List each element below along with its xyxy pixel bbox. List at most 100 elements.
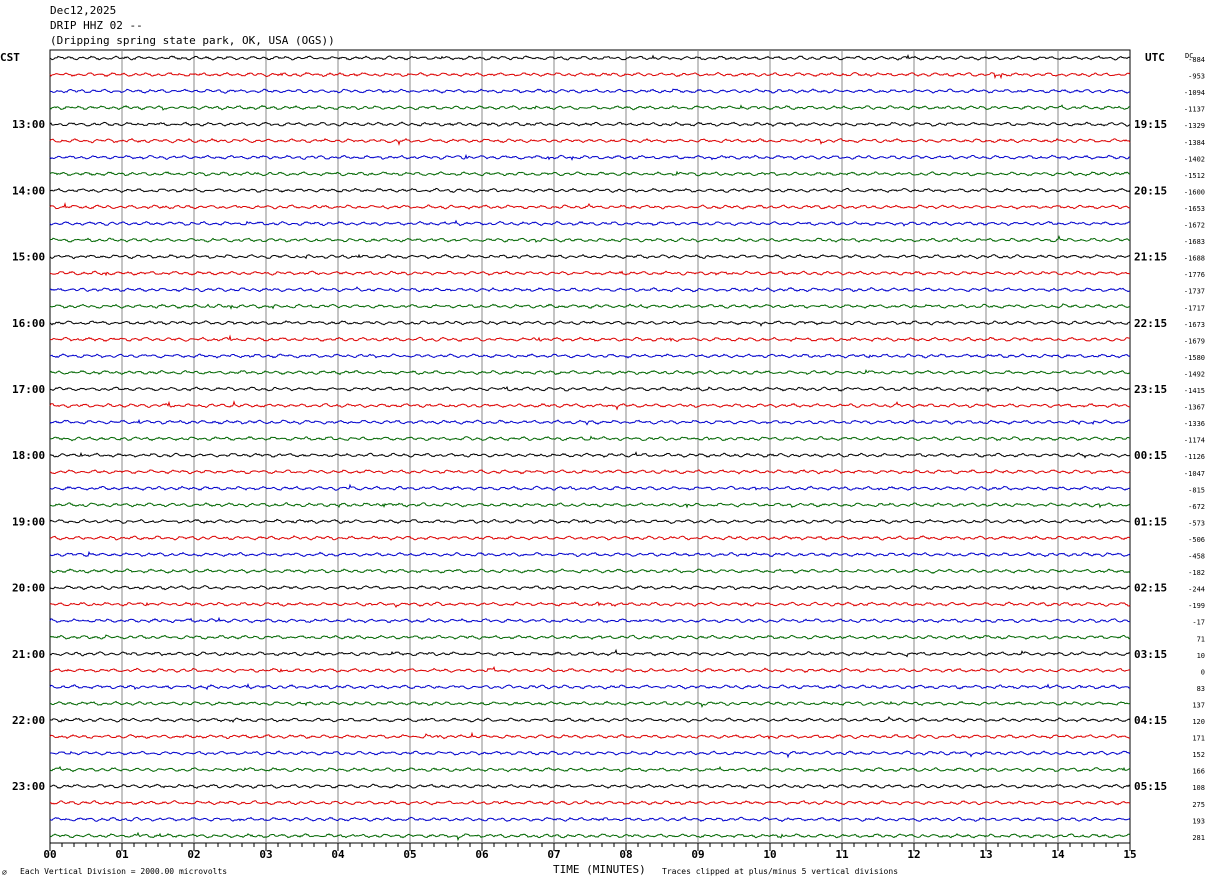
- seismic-trace: [49, 71, 1131, 80]
- seismic-trace: [49, 334, 1130, 342]
- dc-label: DC: [1185, 52, 1193, 60]
- dc-offset-label: -1047: [1184, 470, 1205, 478]
- seismic-trace: [49, 104, 1130, 111]
- x-tick-label: 05: [403, 848, 416, 861]
- dc-offset-label: 281: [1192, 834, 1205, 842]
- seismic-trace: [49, 502, 1131, 509]
- left-hour-label: 18:00: [12, 449, 45, 462]
- right-hour-label: 01:15: [1134, 515, 1167, 528]
- dc-offset-label: 275: [1192, 801, 1205, 809]
- seismic-trace: [49, 716, 1131, 723]
- dc-offset-label: 166: [1192, 768, 1205, 776]
- dc-offset-label: -1688: [1184, 255, 1205, 263]
- dc-offset-label: -1402: [1184, 155, 1205, 163]
- dc-offset-label: 152: [1192, 751, 1205, 759]
- x-tick-label: 11: [835, 848, 849, 861]
- dc-offset-label: 10: [1197, 652, 1205, 660]
- right-hour-label: 22:15: [1134, 317, 1167, 330]
- dc-offset-label: -1367: [1184, 404, 1205, 412]
- dc-offset-label: 171: [1192, 735, 1205, 743]
- seismic-trace: [49, 634, 1131, 640]
- dc-offset-label: 0: [1201, 668, 1205, 676]
- seismic-trace: [49, 568, 1131, 574]
- dc-offset-label: -1492: [1184, 370, 1205, 378]
- dc-offset-label: -244: [1188, 586, 1205, 594]
- dc-offset-label: -1600: [1184, 188, 1205, 196]
- right-hour-label: 03:15: [1134, 648, 1167, 661]
- seismic-trace: [49, 53, 1131, 61]
- dc-offset-label: -1580: [1184, 354, 1205, 362]
- dc-offset-label: -506: [1188, 536, 1205, 544]
- x-tick-label: 00: [43, 848, 56, 861]
- x-tick-label: 07: [547, 848, 560, 861]
- seismic-trace: [49, 765, 1131, 773]
- seismic-trace: [49, 303, 1131, 310]
- seismic-trace: [49, 270, 1131, 277]
- dc-offset-label: -458: [1188, 553, 1205, 561]
- dc-offset-label: 83: [1197, 685, 1205, 693]
- dc-offset-label: -1737: [1184, 288, 1205, 296]
- dc-offset-label: -1683: [1184, 238, 1205, 246]
- dc-offset-label: -1679: [1184, 337, 1205, 345]
- left-hour-label: 16:00: [12, 317, 45, 330]
- right-hour-label: 23:15: [1134, 383, 1167, 396]
- seismic-trace: [49, 550, 1131, 558]
- right-hour-label: 05:15: [1134, 780, 1167, 793]
- dc-offset-label: -1174: [1184, 437, 1205, 445]
- station-name: DRIP HHZ 02 --: [50, 19, 143, 32]
- dc-offset-label: -1336: [1184, 420, 1205, 428]
- corner-mark: ∅: [2, 868, 7, 877]
- x-tick-label: 10: [763, 848, 776, 861]
- dc-offset-label: -953: [1188, 73, 1205, 81]
- plot-date: Dec12,2025: [50, 4, 117, 17]
- seismic-trace: [49, 235, 1131, 243]
- seismic-trace: [49, 137, 1131, 146]
- left-hour-label: 13:00: [12, 118, 45, 131]
- seismic-trace: [49, 201, 1131, 210]
- plot-frame: [49, 49, 1131, 844]
- right-hour-label: 02:15: [1134, 582, 1167, 595]
- seismic-trace: [49, 783, 1131, 789]
- dc-offset-label: -1415: [1184, 387, 1205, 395]
- x-axis-title: TIME (MINUTES): [553, 863, 646, 876]
- clip-note: Traces clipped at plus/minus 5 vertical …: [662, 867, 899, 876]
- right-hour-label: 19:15: [1134, 118, 1167, 131]
- seismic-trace: [50, 800, 1131, 806]
- left-hour-label: 23:00: [12, 780, 45, 793]
- seismic-trace: [49, 418, 1131, 426]
- seismic-trace: [49, 483, 1131, 492]
- x-tick-label: 15: [1123, 848, 1136, 861]
- dc-offset-label: -1137: [1184, 106, 1205, 114]
- dc-offset-label: -199: [1188, 602, 1205, 610]
- dc-offset-label: 137: [1192, 701, 1205, 709]
- right-hour-label: 04:15: [1134, 714, 1167, 727]
- dc-offset-label: -1717: [1184, 304, 1205, 312]
- left-hour-label: 20:00: [12, 582, 45, 595]
- seismic-trace: [49, 731, 1131, 740]
- seismic-trace: [49, 320, 1131, 327]
- seismic-trace: [49, 121, 1131, 128]
- seismic-trace: [49, 816, 1131, 823]
- dc-offset-label: -1126: [1184, 453, 1205, 461]
- right-timezone-label: UTC: [1145, 51, 1165, 64]
- dc-offset-label: 71: [1197, 635, 1205, 643]
- dc-offset-label: -1653: [1184, 205, 1205, 213]
- left-hour-label: 15:00: [12, 251, 45, 264]
- x-tick-label: 14: [1051, 848, 1065, 861]
- seismic-trace: [49, 400, 1130, 411]
- dc-offset-label: -182: [1188, 569, 1205, 577]
- seismic-trace: [49, 353, 1131, 359]
- seismic-trace: [49, 435, 1131, 442]
- dc-offset-label: -1384: [1184, 139, 1205, 147]
- dc-offset-label: -1329: [1184, 122, 1205, 130]
- dc-offset-label: -1673: [1184, 321, 1205, 329]
- dc-offset-label: 108: [1192, 784, 1205, 792]
- dc-offset-label: 120: [1192, 718, 1205, 726]
- seismic-trace: [49, 750, 1131, 759]
- seismic-trace: [49, 153, 1131, 161]
- right-hour-label: 20:15: [1134, 184, 1167, 197]
- dc-offset-label: 193: [1192, 817, 1205, 825]
- x-tick-label: 06: [475, 848, 489, 861]
- seismic-trace: [49, 831, 1131, 842]
